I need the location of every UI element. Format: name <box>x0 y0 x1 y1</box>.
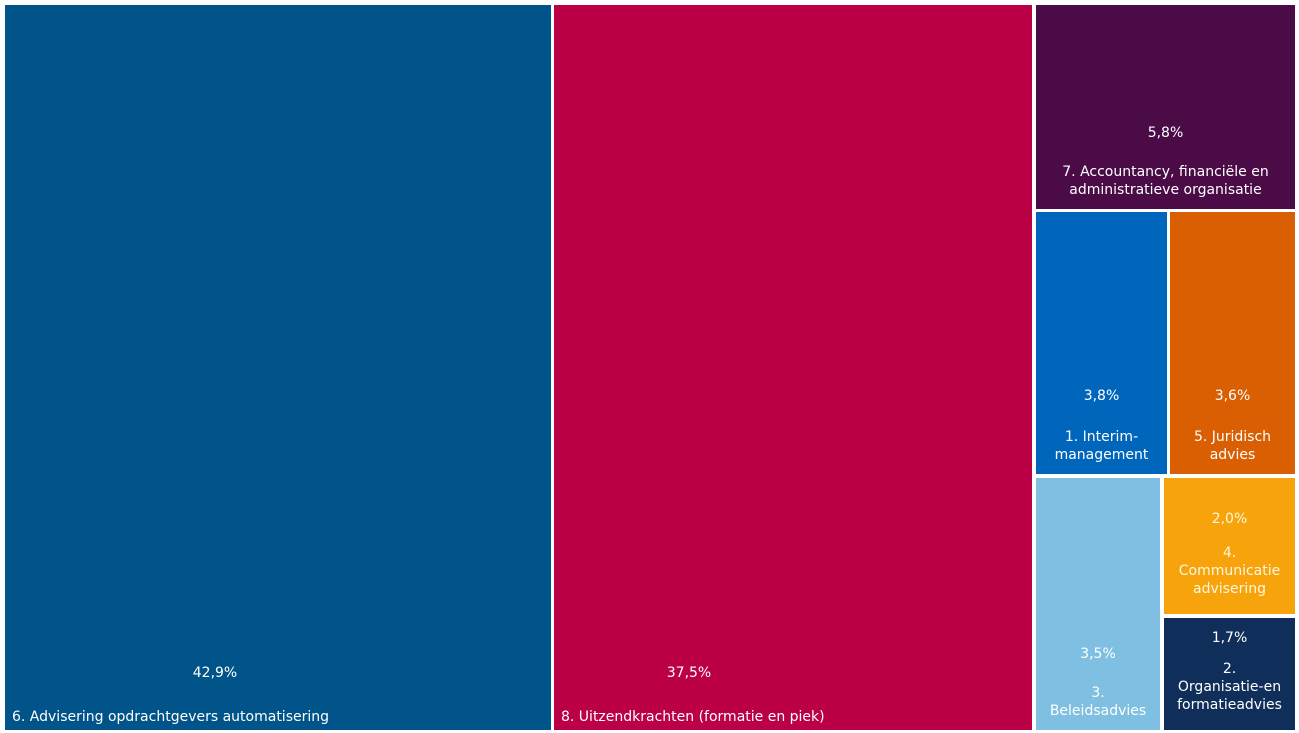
tile-category-label: 2. Organisatie-en formatieadvies <box>1177 661 1282 713</box>
tile-value-label: 37,5% <box>666 665 712 681</box>
treemap-tile: 3,6% 5. Juridisch advies <box>1170 212 1295 474</box>
treemap-tile: 5,8% 7. Accountancy, financiële en adminis… <box>1036 5 1295 209</box>
tile-value-label: 3,6% <box>1214 388 1251 404</box>
treemap-tile: 37,5% 8. Uitzendkrachten (formatie en pie… <box>554 5 1032 730</box>
treemap-tile: 42,9% 6. Advisering opdrachtgevers automa… <box>5 5 551 730</box>
tile-category-label: 3. Beleidsadvies <box>1049 685 1147 719</box>
tile-value-label: 5,8% <box>1147 125 1184 141</box>
tile-category-label: 5. Juridisch advies <box>1193 429 1272 463</box>
tile-value-label: 3,5% <box>1080 646 1116 662</box>
tile-value-label: 3,8% <box>1083 388 1120 404</box>
treemap-tile: 3,8% 1. Interim-management <box>1036 212 1167 474</box>
tile-category-label: 1. Interim-management <box>1054 429 1149 463</box>
tile-value-label: 2,0% <box>1211 511 1248 527</box>
tile-category-label: 6. Advisering opdrachtgevers automatiser… <box>12 709 330 725</box>
tile-value-label: 42,9% <box>192 665 238 681</box>
tile-value-label: 1,7% <box>1211 630 1248 646</box>
tile-category-label: 4. Communicatie advisering <box>1178 545 1281 597</box>
treemap-tile: 1,7% 2. Organisatie-en formatieadvies <box>1164 618 1295 730</box>
tile-category-label: 8. Uitzendkrachten (formatie en piek) <box>561 709 825 725</box>
treemap-tile: 2,0% 4. Communicatie advisering <box>1164 478 1295 614</box>
treemap-tile: 3,5% 3. Beleidsadvies <box>1036 478 1160 730</box>
tile-category-label: 7. Accountancy, financiële en administrat… <box>1062 164 1269 198</box>
